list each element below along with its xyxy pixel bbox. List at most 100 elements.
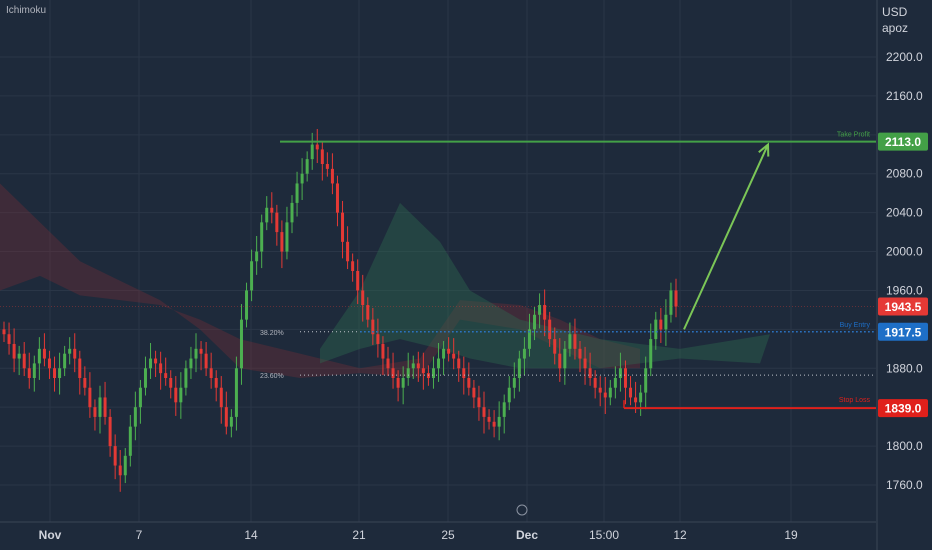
candle-body [507, 387, 511, 403]
candle-body [204, 353, 208, 369]
current-price-badge [878, 297, 928, 316]
candle-body [593, 378, 597, 388]
candle-body [588, 368, 592, 378]
candle-body [285, 222, 289, 252]
candle-body [442, 348, 446, 359]
stop-loss-label: Stop Loss [839, 397, 871, 404]
candle-body [310, 144, 314, 160]
current-price-badge-label: 1943.5 [885, 300, 922, 314]
candle-body [341, 212, 345, 242]
candle-body [320, 149, 324, 164]
candle-body [659, 319, 663, 330]
candle-body [669, 290, 673, 315]
candle-body [63, 353, 67, 369]
y-tick-label: 1880.0 [886, 361, 923, 375]
candle-body [512, 378, 516, 388]
candle-body [128, 426, 132, 456]
y-tick-label: 2080.0 [886, 167, 923, 181]
forecast-arrow-head [758, 142, 770, 157]
candle-body [467, 378, 471, 388]
candle-body [335, 183, 339, 213]
candle-body [245, 290, 249, 320]
y-tick-label: 1960.0 [886, 283, 923, 297]
candle-body [613, 378, 617, 388]
candle-body [37, 348, 41, 364]
buy-entry-label: Buy Entry [840, 322, 871, 329]
x-tick-label: 14 [244, 528, 258, 542]
candle-body [351, 261, 355, 271]
candle-body [255, 251, 259, 262]
candle-body [315, 144, 319, 150]
candle-body [224, 407, 228, 427]
candle-body [189, 358, 193, 369]
candle-body [7, 334, 11, 344]
candle-body [98, 397, 102, 417]
replay-icon[interactable] [516, 504, 528, 516]
stop-loss-badge [878, 399, 928, 418]
candle-body [2, 329, 6, 335]
candle-body [548, 319, 552, 340]
candle-body [234, 368, 238, 417]
candle-body [376, 334, 380, 344]
candle-body [487, 416, 491, 422]
candle-body [623, 368, 627, 388]
candle-body [431, 368, 435, 378]
candle-body [533, 314, 537, 330]
candle-body [644, 368, 648, 393]
candle-body [371, 319, 375, 335]
candle-body [401, 378, 405, 388]
currency-label: USD [882, 5, 908, 19]
candle-body [214, 378, 218, 388]
candle-body [482, 407, 486, 417]
candle-body [12, 343, 16, 359]
candle-body [260, 222, 264, 252]
fib-level-label: 23.60% [260, 373, 284, 380]
candle-body [199, 348, 203, 354]
x-tick-label: 21 [352, 528, 366, 542]
y-tick-label: 2040.0 [886, 206, 923, 220]
candle-body [179, 387, 183, 403]
y-tick-label: 2200.0 [886, 50, 923, 64]
candle-body [462, 368, 466, 378]
candle-body [27, 368, 31, 378]
forecast-arrow-line [683, 144, 769, 330]
candle-body [250, 261, 254, 291]
candle-body [68, 348, 72, 354]
candle-body [149, 358, 153, 369]
candle-body [93, 407, 97, 417]
candle-body [88, 387, 92, 408]
x-tick-label: 7 [136, 528, 143, 542]
x-tick-label: 25 [441, 528, 455, 542]
indicator-label: Ichimoku [6, 5, 47, 16]
take-profit-badge-label: 2113.0 [885, 135, 921, 149]
candle-body [58, 368, 62, 378]
take-profit-badge [878, 132, 928, 151]
candle-body [143, 368, 147, 388]
candle-body [83, 378, 87, 388]
candle-body [452, 353, 456, 359]
candle-body [477, 397, 481, 408]
buy-entry-badge [878, 322, 928, 341]
candle-body [123, 455, 127, 476]
candle-body [138, 387, 142, 408]
candle-body [366, 305, 370, 320]
candle-body [219, 387, 223, 408]
candle-body [184, 368, 188, 388]
x-tick-label: 15:00 [589, 528, 619, 542]
candle-body [437, 358, 441, 369]
candle-body [22, 353, 26, 369]
candle-body [492, 421, 496, 427]
candle-body [472, 387, 476, 398]
candle-body [300, 173, 304, 184]
candle-body [290, 202, 294, 223]
candle-body [53, 368, 57, 378]
candle-body [229, 416, 233, 427]
candle-body [391, 368, 395, 378]
candle-body [563, 348, 567, 369]
candle-body [634, 397, 638, 403]
candle-body [275, 212, 279, 233]
candle-body [209, 368, 213, 378]
candle-body [295, 183, 299, 203]
candle-body [674, 290, 678, 307]
